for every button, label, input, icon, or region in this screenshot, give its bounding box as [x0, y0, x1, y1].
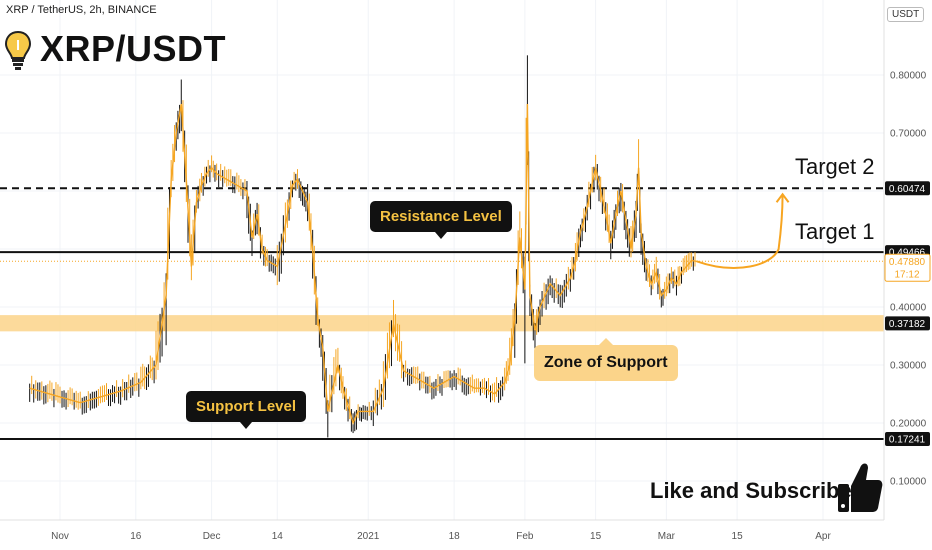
- x-tick-label: Dec: [203, 531, 221, 542]
- level-badge: [885, 432, 930, 447]
- level-lines: [0, 187, 884, 441]
- projection-arrow: [696, 194, 784, 269]
- zone-callout: Zone of Support: [534, 338, 678, 381]
- level-badge-label: 0.17241: [889, 435, 926, 446]
- x-tick-label: Apr: [815, 531, 831, 542]
- x-tick-label: 2021: [357, 531, 380, 542]
- level-badge-label: 0.37182: [889, 319, 926, 330]
- level-badge-label: 0.49466: [889, 248, 926, 259]
- y-tick-label: 0.20000: [890, 419, 927, 430]
- y-tick-label: 0.10000: [890, 477, 927, 488]
- level-badge: [885, 181, 930, 196]
- target-2-label: Target 2: [795, 154, 875, 179]
- support-callout: Support Level: [186, 391, 307, 429]
- support-zone-band: [0, 315, 884, 332]
- lightbulb-icon: [4, 30, 32, 70]
- x-tick-label: Mar: [658, 531, 676, 542]
- y-tick-label: 0.70000: [890, 129, 927, 140]
- countdown-label: 17:12: [894, 269, 919, 280]
- thumbs-up-icon: [838, 463, 883, 512]
- x-tick-label: 16: [130, 531, 142, 542]
- x-tick-label: Nov: [51, 531, 69, 542]
- y-tick-label: 0.30000: [890, 361, 927, 372]
- x-tick-label: Feb: [516, 531, 534, 542]
- y-tick-label: 0.80000: [890, 71, 927, 82]
- price-line: [29, 103, 697, 426]
- current-price-badge: [884, 253, 931, 282]
- page-title: XRP/USDT: [40, 28, 227, 69]
- like-subscribe-text: Like and Subscribe: [650, 478, 852, 503]
- x-tick-label: 14: [272, 531, 284, 542]
- symbol-header: XRP / TetherUS, 2h, BINANCE: [6, 4, 157, 16]
- currency-badge[interactable]: USDT: [887, 7, 925, 22]
- resistance-callout: Resistance Level: [370, 201, 512, 239]
- x-tick-label: 15: [732, 531, 744, 542]
- x-tick-label: 15: [590, 531, 602, 542]
- level-badge-label: 0.60474: [889, 184, 926, 195]
- price-series: [29, 55, 790, 438]
- level-badge: [885, 316, 930, 331]
- grid: [0, 0, 884, 520]
- y-tick-label: 0.40000: [890, 303, 927, 314]
- current-price-label: 0.47880: [889, 257, 926, 268]
- x-tick-label: 18: [449, 531, 461, 542]
- target-1-label: Target 1: [795, 219, 875, 244]
